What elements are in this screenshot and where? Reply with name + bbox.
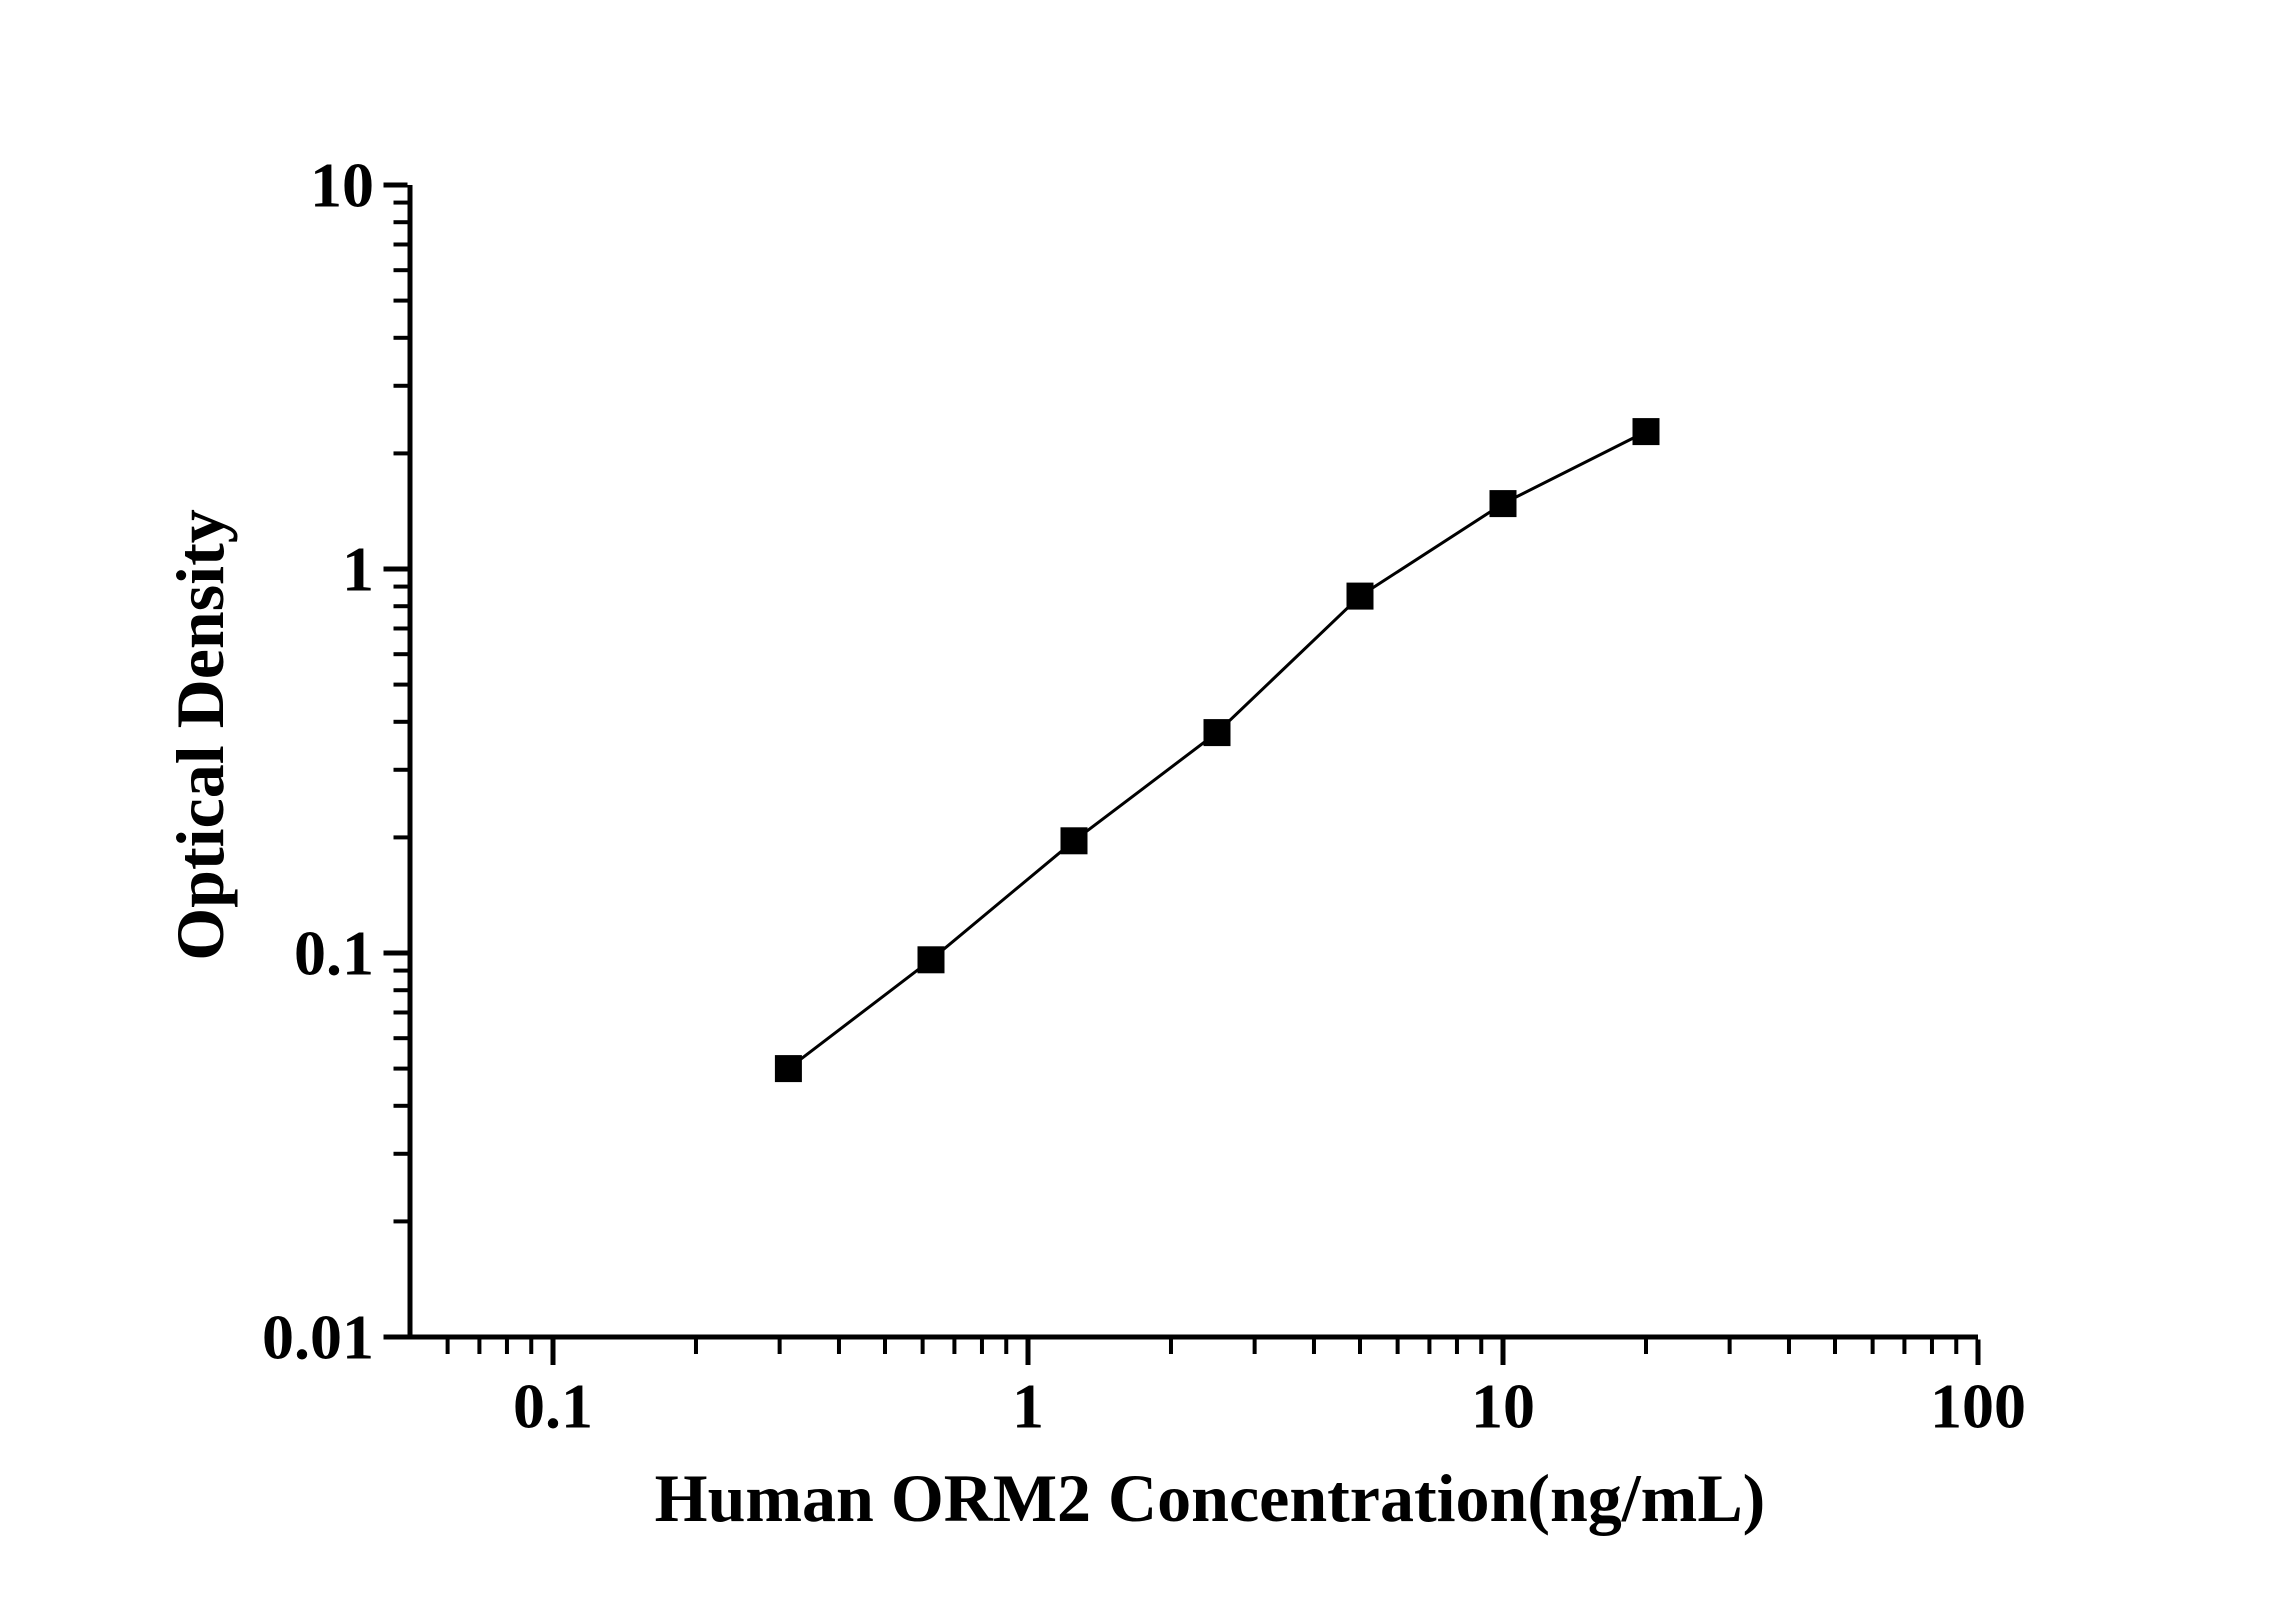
y-tick-label: 0.1 [294,918,374,989]
y-axis-title: Optical Density [162,509,238,960]
data-point-marker [1632,418,1660,446]
data-point-marker [1060,827,1088,855]
data-point-marker [1203,719,1231,747]
axis-ticks [383,182,1981,1365]
x-tick-label: 0.1 [513,1371,593,1442]
data-point-marker [917,946,945,974]
y-tick-label: 10 [310,150,374,221]
x-axis-title: Human ORM2 Concentration(ng/mL) [655,1460,1766,1536]
tick-labels: 0.1 1 10 100 10 1 0.1 0.01 [262,150,2026,1442]
x-tick-label: 100 [1930,1371,2026,1442]
x-tick-label: 10 [1471,1371,1535,1442]
data-point-marker [1346,582,1374,610]
y-tick-label: 1 [342,534,374,605]
x-tick-label: 1 [1012,1371,1044,1442]
data-point-marker [774,1055,802,1083]
axes [407,185,1978,1340]
series-line [787,430,1647,1070]
data-point-marker [1489,490,1517,518]
data-series [774,418,1660,1083]
y-tick-label: 0.01 [262,1302,374,1373]
